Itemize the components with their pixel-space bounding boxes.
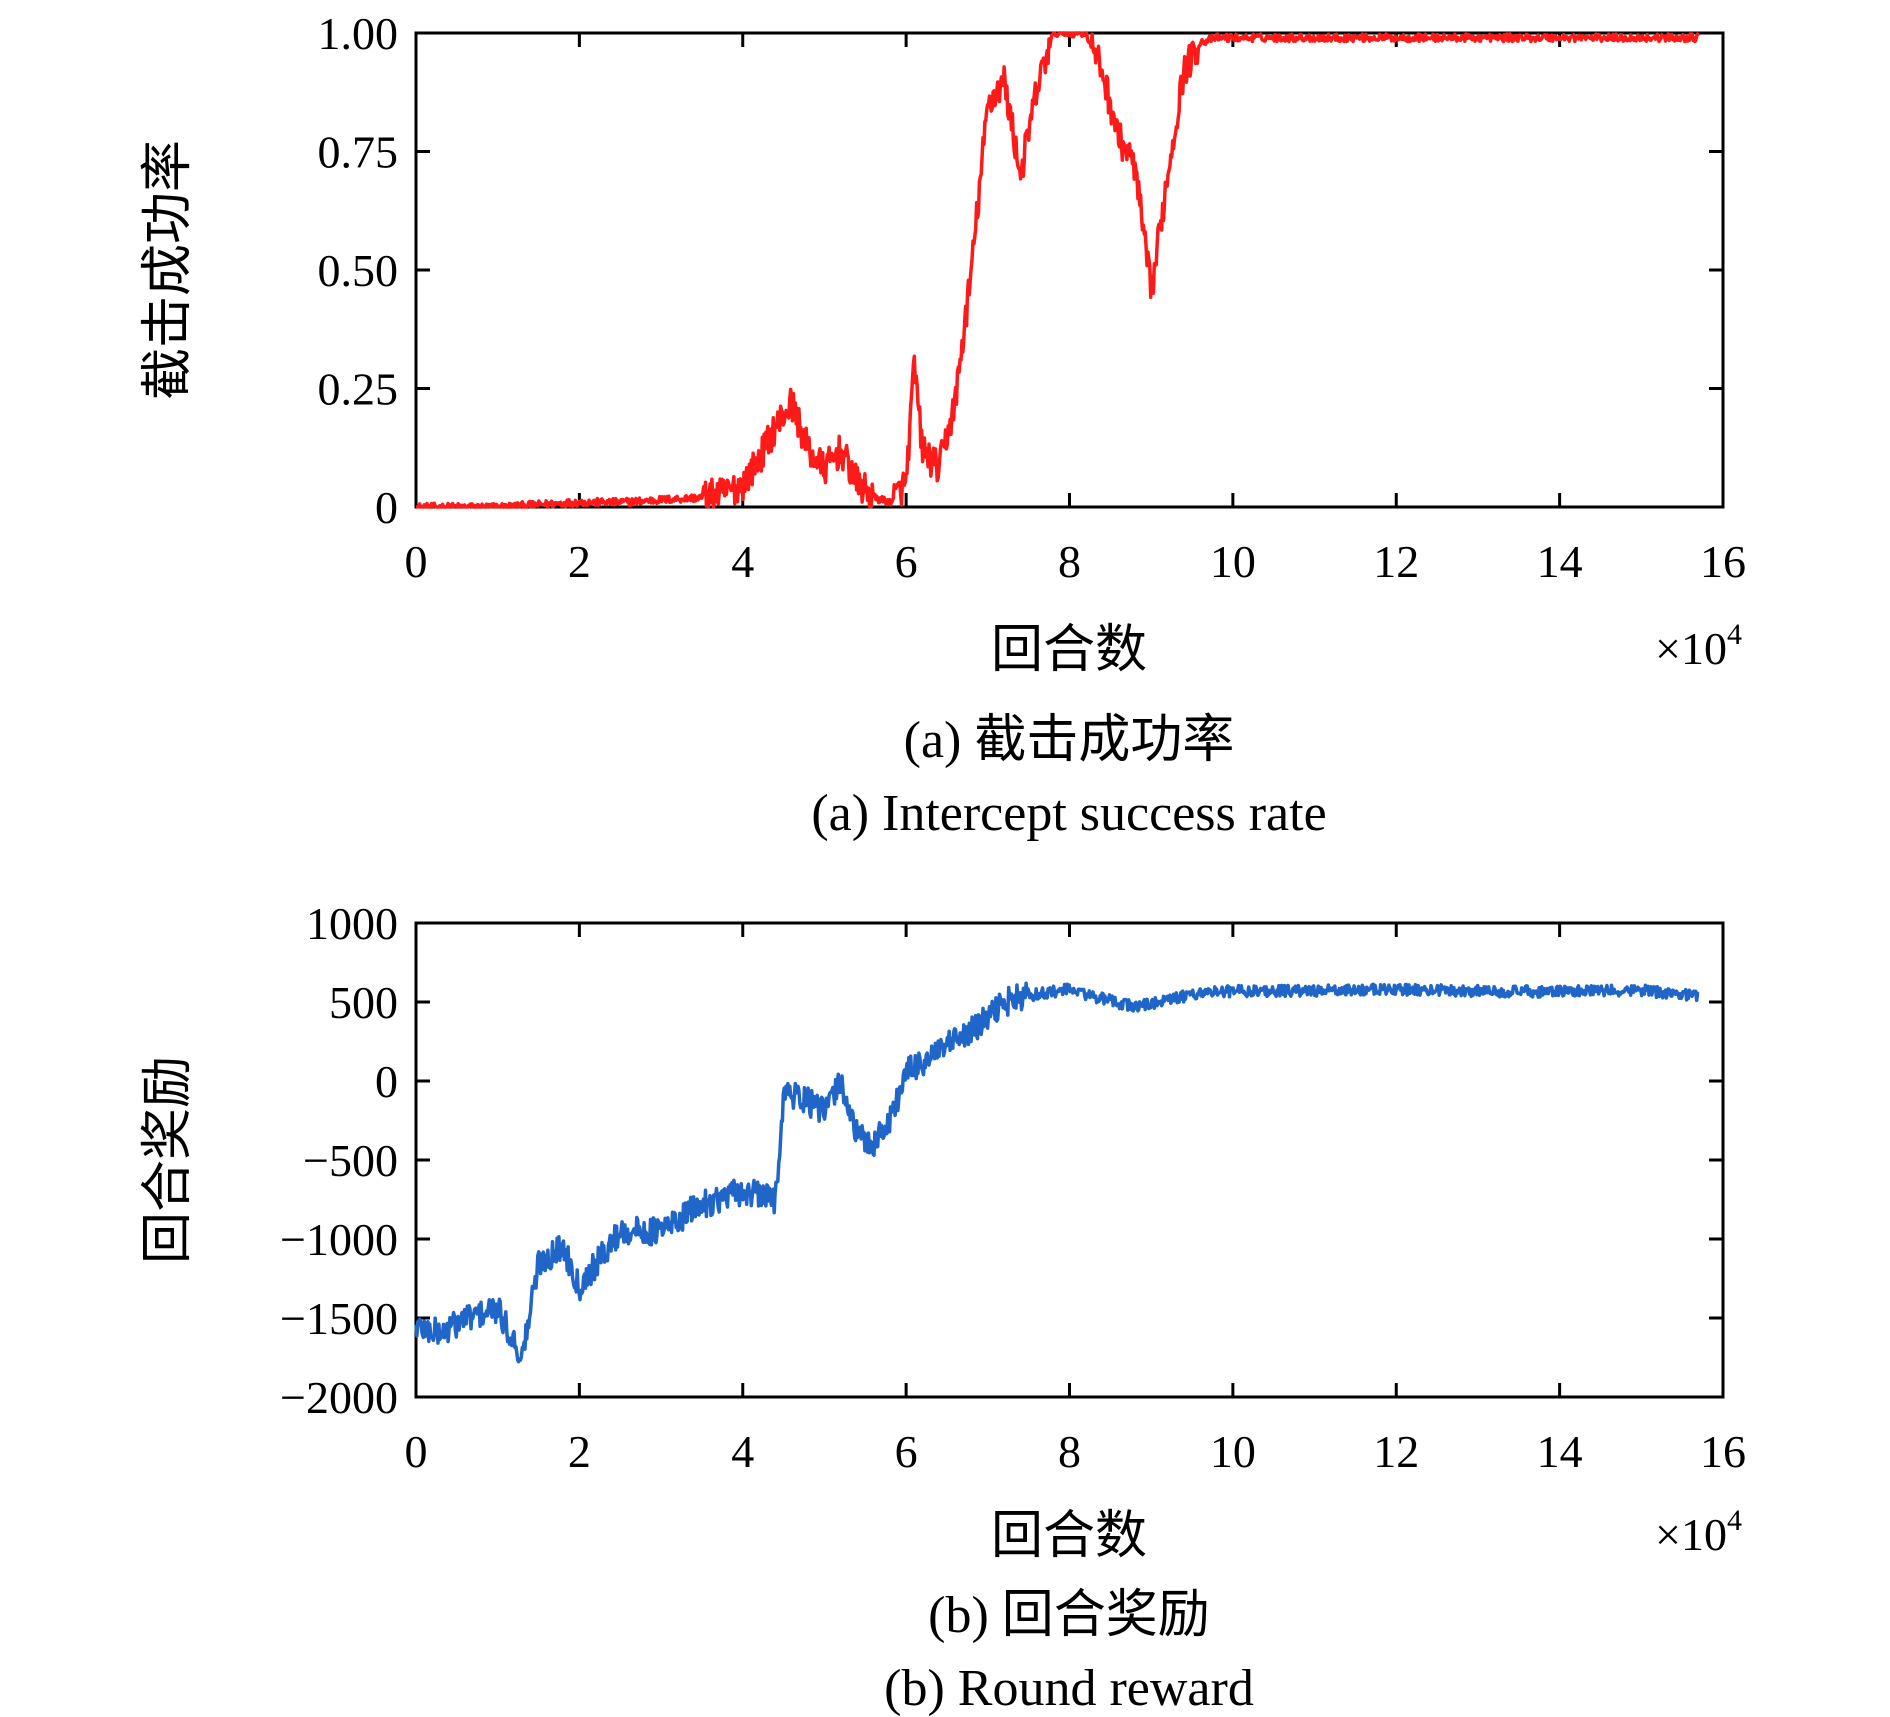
x-tick-label-b: 14 — [1537, 1426, 1583, 1477]
x-tick-label-b: 2 — [568, 1426, 591, 1477]
y-tick-label-b: 1000 — [306, 898, 398, 949]
x-tick-label-b: 8 — [1058, 1426, 1081, 1477]
series-line-a — [415, 31, 1701, 509]
y-tick-label-a: 0.75 — [318, 127, 399, 178]
x-tick-label-b: 6 — [895, 1426, 918, 1477]
x-multiplier-a: ×104 — [1655, 618, 1742, 674]
series-polyline-a — [415, 31, 1701, 509]
chart-round-reward: 0 2 4 6 8 10 12 14 16 −2000 −1500 −1000 −500 0 500 1000… — [138, 898, 1746, 1717]
y-axis-label-b: 回合奖励 — [138, 1056, 198, 1264]
series-polyline-b — [414, 981, 1700, 1364]
x-multiplier-b: ×104 — [1655, 1504, 1742, 1560]
caption-cn-b: (b) 回合奖励 — [928, 1587, 1210, 1644]
x-tick-label-b: 4 — [731, 1426, 754, 1477]
x-tick-label-a: 2 — [568, 536, 591, 587]
x-tick-label-a: 12 — [1373, 536, 1419, 587]
series-line-b — [414, 981, 1700, 1364]
x-tick-label-a: 14 — [1537, 536, 1583, 587]
x-tick-label-b: 0 — [405, 1426, 428, 1477]
x-tick-label-b: 12 — [1373, 1426, 1419, 1477]
caption-en-b: (b) Round reward — [884, 1660, 1254, 1717]
x-tick-label-a: 10 — [1210, 536, 1256, 587]
y-tick-label-a: 1.00 — [318, 8, 399, 59]
x-tick-label-b: 16 — [1700, 1426, 1746, 1477]
y-tick-label-a: 0 — [375, 482, 398, 533]
y-tick-label-b: −500 — [303, 1135, 398, 1186]
x-tick-label-a: 0 — [405, 536, 428, 587]
y-tick-label-a: 0.25 — [318, 364, 399, 415]
y-tick-label-b: 0 — [375, 1056, 398, 1107]
x-tick-label-a: 16 — [1700, 536, 1746, 587]
y-tick-label-b: −2000 — [280, 1372, 398, 1423]
x-tick-label-a: 6 — [895, 536, 918, 587]
x-axis-label-b: 回合数 — [991, 1506, 1147, 1566]
y-tick-label-b: −1500 — [280, 1293, 398, 1344]
y-tick-label-a: 0.50 — [318, 245, 399, 296]
x-tick-label-b: 10 — [1210, 1426, 1256, 1477]
axis-ticks-b: 0 2 4 6 8 10 12 14 16 −2000 −1500 −1000 −500 0 500 1000 — [280, 898, 1746, 1477]
y-axis-label-a: 截击成功率 — [138, 140, 198, 400]
x-tick-label-a: 8 — [1058, 536, 1081, 587]
x-axis-label-a: 回合数 — [991, 620, 1147, 680]
chart-intercept-success-rate: 0 2 4 6 8 10 12 14 16 0 0.25 0.50 0.75 1.00 截击成功率 回合数… — [138, 8, 1746, 842]
y-tick-label-b: −1000 — [280, 1214, 398, 1265]
plot-frame-a — [414, 31, 1725, 509]
caption-en-a: (a) Intercept success rate — [811, 785, 1326, 842]
x-tick-label-a: 4 — [731, 536, 754, 587]
y-tick-label-b: 500 — [329, 977, 398, 1028]
caption-cn-a: (a) 截击成功率 — [904, 712, 1235, 769]
